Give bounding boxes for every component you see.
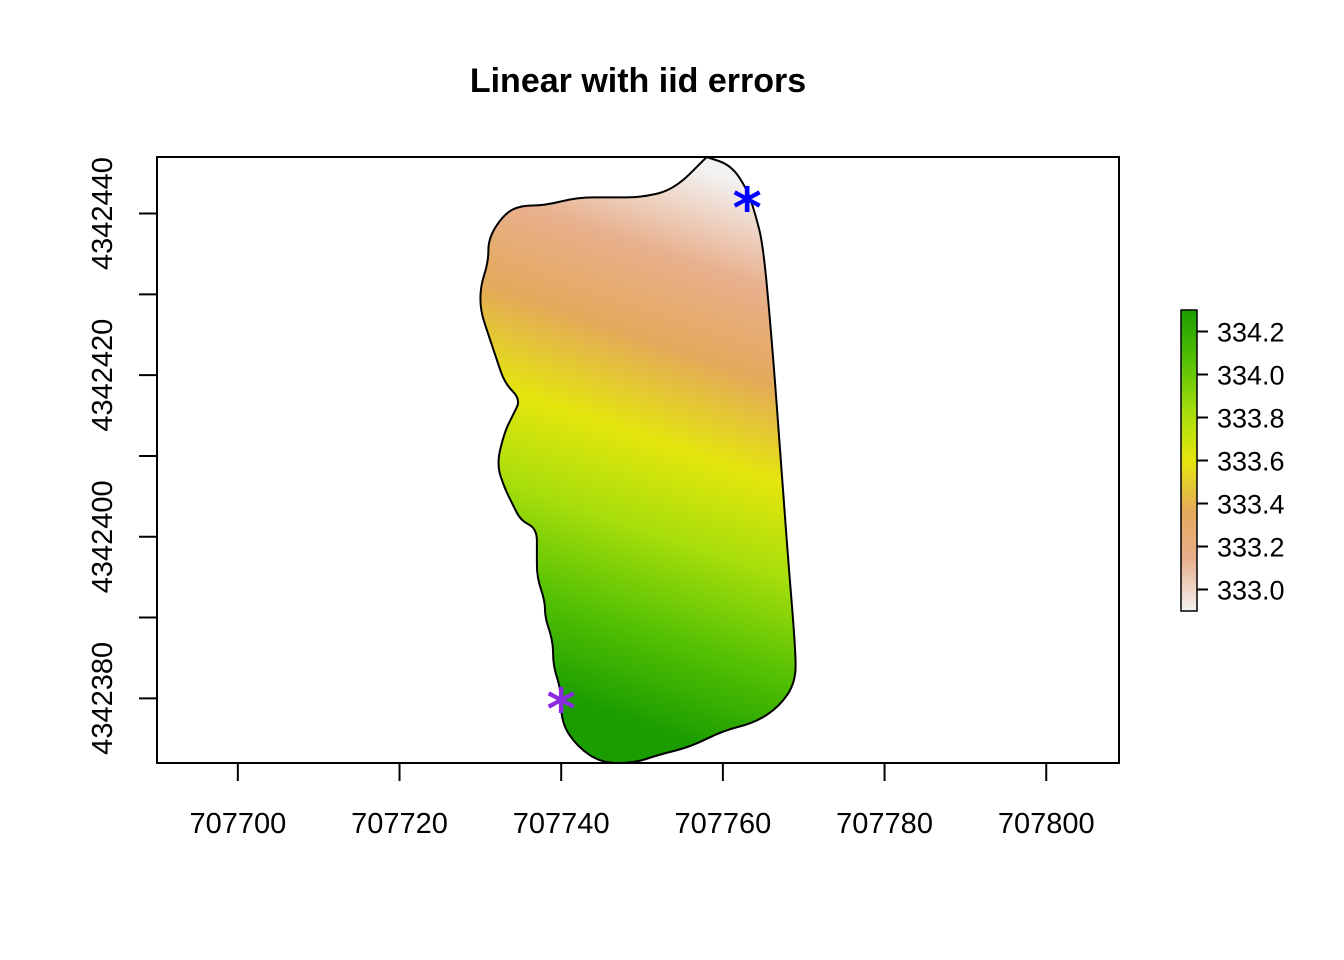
x-axis: 707700 707720 707740 707760 707780 707800 bbox=[189, 762, 1095, 840]
legend-label: 333.0 bbox=[1217, 576, 1285, 606]
y-tick-label: 4342400 bbox=[87, 480, 119, 593]
point-marker: * bbox=[732, 176, 761, 241]
legend-label: 333.2 bbox=[1217, 533, 1285, 563]
legend-ticks: 333.0 333.2 333.4 333.6 333.8 334.0 334.2 bbox=[1197, 318, 1285, 606]
y-tick-label: 4342380 bbox=[87, 642, 119, 755]
y-tick-label: 4342440 bbox=[87, 157, 119, 270]
color-legend: 333.0 333.2 333.4 333.6 333.8 334.0 334.2 bbox=[1180, 309, 1285, 612]
region-field bbox=[479, 155, 797, 765]
x-tick-label: 707700 bbox=[189, 808, 286, 840]
point-markers: ** bbox=[547, 176, 762, 742]
y-tick-label: 4342420 bbox=[87, 319, 119, 432]
chart-title: Linear with iid errors bbox=[470, 62, 806, 100]
legend-label: 333.6 bbox=[1217, 447, 1285, 477]
point-marker: * bbox=[547, 677, 576, 742]
legend-label: 333.4 bbox=[1217, 490, 1285, 520]
x-tick-label: 707720 bbox=[351, 808, 448, 840]
legend-label: 334.2 bbox=[1217, 318, 1285, 348]
x-tick-label: 707760 bbox=[674, 808, 771, 840]
x-tick-label: 707780 bbox=[836, 808, 933, 840]
legend-label: 334.0 bbox=[1217, 361, 1285, 391]
legend-colorbar bbox=[1180, 309, 1198, 612]
x-tick-label: 707740 bbox=[513, 808, 610, 840]
legend-label: 333.8 bbox=[1217, 404, 1285, 434]
x-tick-label: 707800 bbox=[998, 808, 1095, 840]
y-axis: 4342380 4342400 4342420 4342440 bbox=[87, 157, 158, 755]
